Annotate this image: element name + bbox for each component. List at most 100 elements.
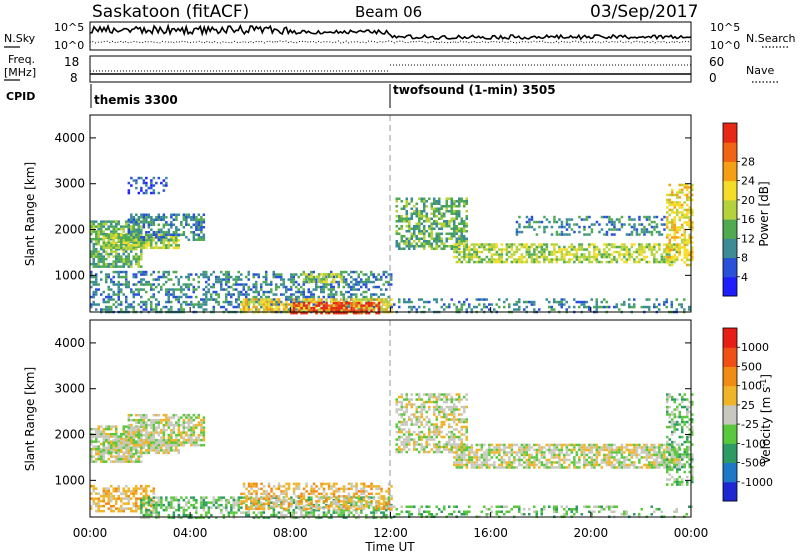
power-cell <box>403 298 406 301</box>
power-cell <box>145 270 148 274</box>
velocity-cell <box>312 513 316 517</box>
velocity-cell <box>182 498 186 502</box>
power-cell <box>355 298 358 301</box>
velocity-cell <box>120 446 123 450</box>
velocity-cell <box>382 513 386 517</box>
power-cell <box>418 237 421 240</box>
power-cell <box>330 295 333 299</box>
power-cell <box>142 226 146 229</box>
velocity-cell <box>185 438 188 442</box>
power-cell <box>688 198 691 202</box>
power-cell <box>686 223 689 227</box>
power-cell <box>190 283 193 286</box>
velocity-cell <box>147 484 150 488</box>
velocity-cell <box>297 507 301 511</box>
power-cell <box>490 245 494 249</box>
velocity-cell <box>307 513 311 517</box>
power-cell <box>418 240 421 243</box>
power-cell <box>608 305 611 309</box>
power-cell <box>691 236 694 239</box>
power-cell <box>673 258 676 261</box>
velocity-cell <box>242 500 246 503</box>
velocity-cell <box>177 498 181 502</box>
power-cell <box>605 233 609 236</box>
power-cell <box>558 300 561 304</box>
power-cell <box>317 295 320 299</box>
power-cell <box>470 253 474 256</box>
power-cell <box>277 273 280 276</box>
power-cell <box>370 301 373 305</box>
velocity-cell <box>92 487 95 490</box>
power-cell <box>625 248 629 251</box>
power-cell <box>160 218 163 221</box>
power-cell <box>300 290 303 294</box>
power-cell <box>691 213 694 217</box>
power-cell <box>530 303 533 306</box>
power-cell <box>365 298 368 301</box>
power-cell <box>145 184 148 187</box>
power-cell <box>676 191 679 194</box>
power-cell <box>332 285 335 289</box>
velocity-cell <box>290 500 293 503</box>
power-cell <box>668 208 671 212</box>
power-cell <box>150 283 153 286</box>
power-cell <box>423 215 426 218</box>
power-cell <box>435 225 438 228</box>
power-cell <box>533 300 536 304</box>
power-cell <box>440 232 443 235</box>
velocity-cell <box>90 440 93 443</box>
velocity-cell <box>167 516 171 519</box>
power-cell <box>310 290 313 294</box>
velocity-cell <box>100 509 103 513</box>
velocity-cell <box>107 492 110 495</box>
power-cell <box>488 250 491 254</box>
power-cell <box>458 250 461 254</box>
velocity-cell <box>135 509 138 513</box>
velocity-cell <box>202 433 206 437</box>
power-cell <box>297 290 300 294</box>
power-cell <box>583 303 586 306</box>
power-cell <box>92 250 95 253</box>
power-cell <box>172 213 176 216</box>
power-cell <box>127 252 130 256</box>
velocity-cell <box>95 447 98 451</box>
power-cell <box>350 280 353 284</box>
velocity-cell <box>155 451 158 455</box>
power-cell <box>252 275 255 279</box>
power-cell <box>678 211 681 214</box>
velocity-cell <box>95 450 98 453</box>
velocity-cell <box>147 423 151 427</box>
velocity-cell <box>272 511 276 514</box>
velocity-cell <box>190 503 193 507</box>
velocity-cell <box>220 503 223 507</box>
power-cell <box>257 290 260 294</box>
power-cell <box>117 260 120 263</box>
power-cell <box>660 258 664 261</box>
velocity-cell <box>157 413 161 417</box>
velocity-cell <box>345 516 348 519</box>
power-cell <box>180 285 183 289</box>
power-cell <box>603 298 606 301</box>
velocity-cell <box>300 502 303 506</box>
power-cell <box>312 270 315 274</box>
power-cell <box>640 248 644 251</box>
power-cell <box>240 303 243 306</box>
power-cell <box>433 215 436 218</box>
power-cell <box>160 241 163 245</box>
velocity-cell <box>167 513 171 517</box>
power-cell <box>172 288 175 291</box>
power-cell <box>355 280 358 284</box>
power-cell <box>372 303 376 306</box>
power-cell <box>655 215 659 219</box>
power-cell <box>287 303 291 306</box>
power-cell <box>428 220 431 223</box>
velocity-cell <box>175 496 178 499</box>
power-cell <box>355 278 358 281</box>
power-cell <box>150 300 153 304</box>
velocity-cell <box>295 503 298 507</box>
power-cell <box>385 270 388 274</box>
power-cell <box>142 288 145 291</box>
power-cell <box>445 202 448 205</box>
power-cell <box>135 218 138 221</box>
velocity-cell <box>237 508 241 512</box>
